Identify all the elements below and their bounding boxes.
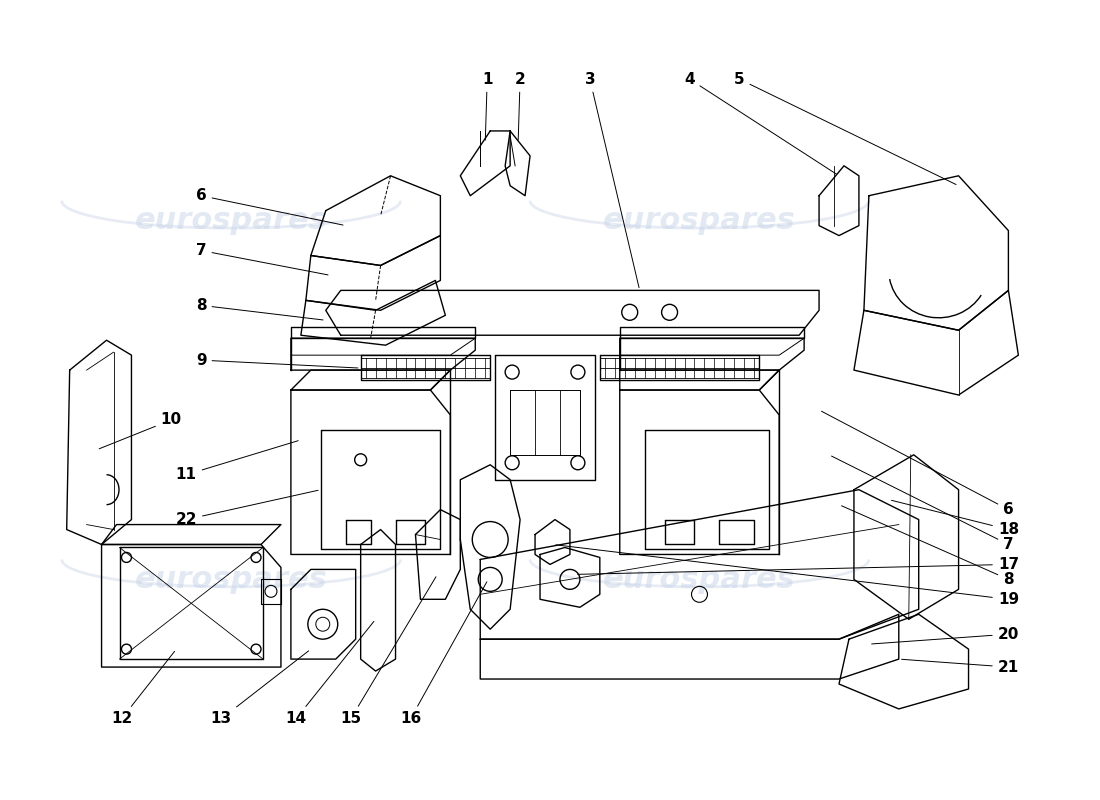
Text: 9: 9	[196, 353, 358, 368]
Text: eurospares: eurospares	[134, 565, 328, 594]
Text: 17: 17	[578, 557, 1019, 574]
Text: 6: 6	[196, 188, 343, 225]
Text: 11: 11	[176, 441, 298, 482]
Text: 1: 1	[482, 72, 493, 140]
Text: 8: 8	[842, 506, 1014, 587]
Text: 19: 19	[556, 545, 1019, 607]
Text: 10: 10	[99, 413, 182, 449]
Text: 5: 5	[734, 72, 956, 185]
Text: 8: 8	[196, 298, 323, 320]
Text: 21: 21	[902, 659, 1019, 674]
Text: 16: 16	[400, 582, 487, 726]
Text: 22: 22	[176, 490, 318, 527]
Text: 4: 4	[684, 72, 837, 174]
Text: 18: 18	[891, 500, 1019, 537]
Text: 7: 7	[832, 456, 1014, 552]
Text: 15: 15	[340, 577, 436, 726]
Text: 6: 6	[822, 411, 1014, 517]
Text: eurospares: eurospares	[134, 206, 328, 235]
Text: 20: 20	[871, 626, 1019, 644]
Text: 12: 12	[111, 651, 175, 726]
Text: 3: 3	[584, 72, 639, 288]
Text: eurospares: eurospares	[603, 206, 796, 235]
Text: 7: 7	[196, 243, 328, 275]
Text: eurospares: eurospares	[603, 565, 796, 594]
Text: 13: 13	[210, 651, 309, 726]
Text: 2: 2	[515, 72, 526, 140]
Text: 14: 14	[285, 622, 374, 726]
